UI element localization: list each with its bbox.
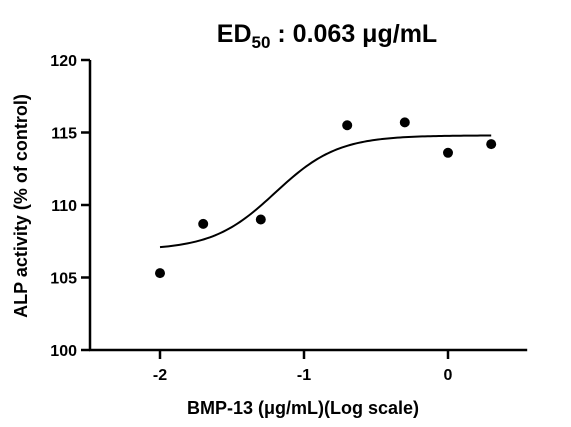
data-point (399, 117, 410, 128)
axes (88, 60, 528, 352)
fit-curve-group (159, 134, 492, 249)
chart-title-rest: : 0.063 μg/mL (270, 20, 437, 48)
y-tick-label: 115 (51, 126, 77, 143)
chart-title-main: ED (217, 20, 252, 48)
y-tick-label: 105 (50, 271, 77, 288)
data-point (255, 214, 266, 225)
y-tick-label: 100 (50, 343, 77, 360)
data-points (155, 117, 497, 279)
data-point (198, 218, 209, 229)
x-tick-label: 0 (444, 367, 453, 384)
data-point (443, 147, 453, 158)
y-axis-label: ALP activity (% of control) (11, 94, 31, 318)
chart-title: ED50 : 0.063 μg/mL (217, 20, 437, 52)
chart-title-subscript: 50 (252, 33, 271, 52)
x-tick-label: -2 (153, 367, 167, 384)
y-tick-label: 120 (50, 53, 77, 70)
data-point (155, 268, 165, 279)
data-point (486, 139, 497, 150)
y-axis-ticks: 100 105 110 115 120 (50, 53, 90, 360)
fit-curve-line (159, 134, 492, 249)
x-tick-label: -1 (297, 367, 311, 384)
x-axis-ticks: -2 -1 0 (153, 350, 453, 384)
x-axis-label: BMP-13 (μg/mL)(Log scale) (187, 398, 419, 418)
data-point (342, 120, 353, 131)
y-tick-label: 110 (51, 198, 77, 215)
